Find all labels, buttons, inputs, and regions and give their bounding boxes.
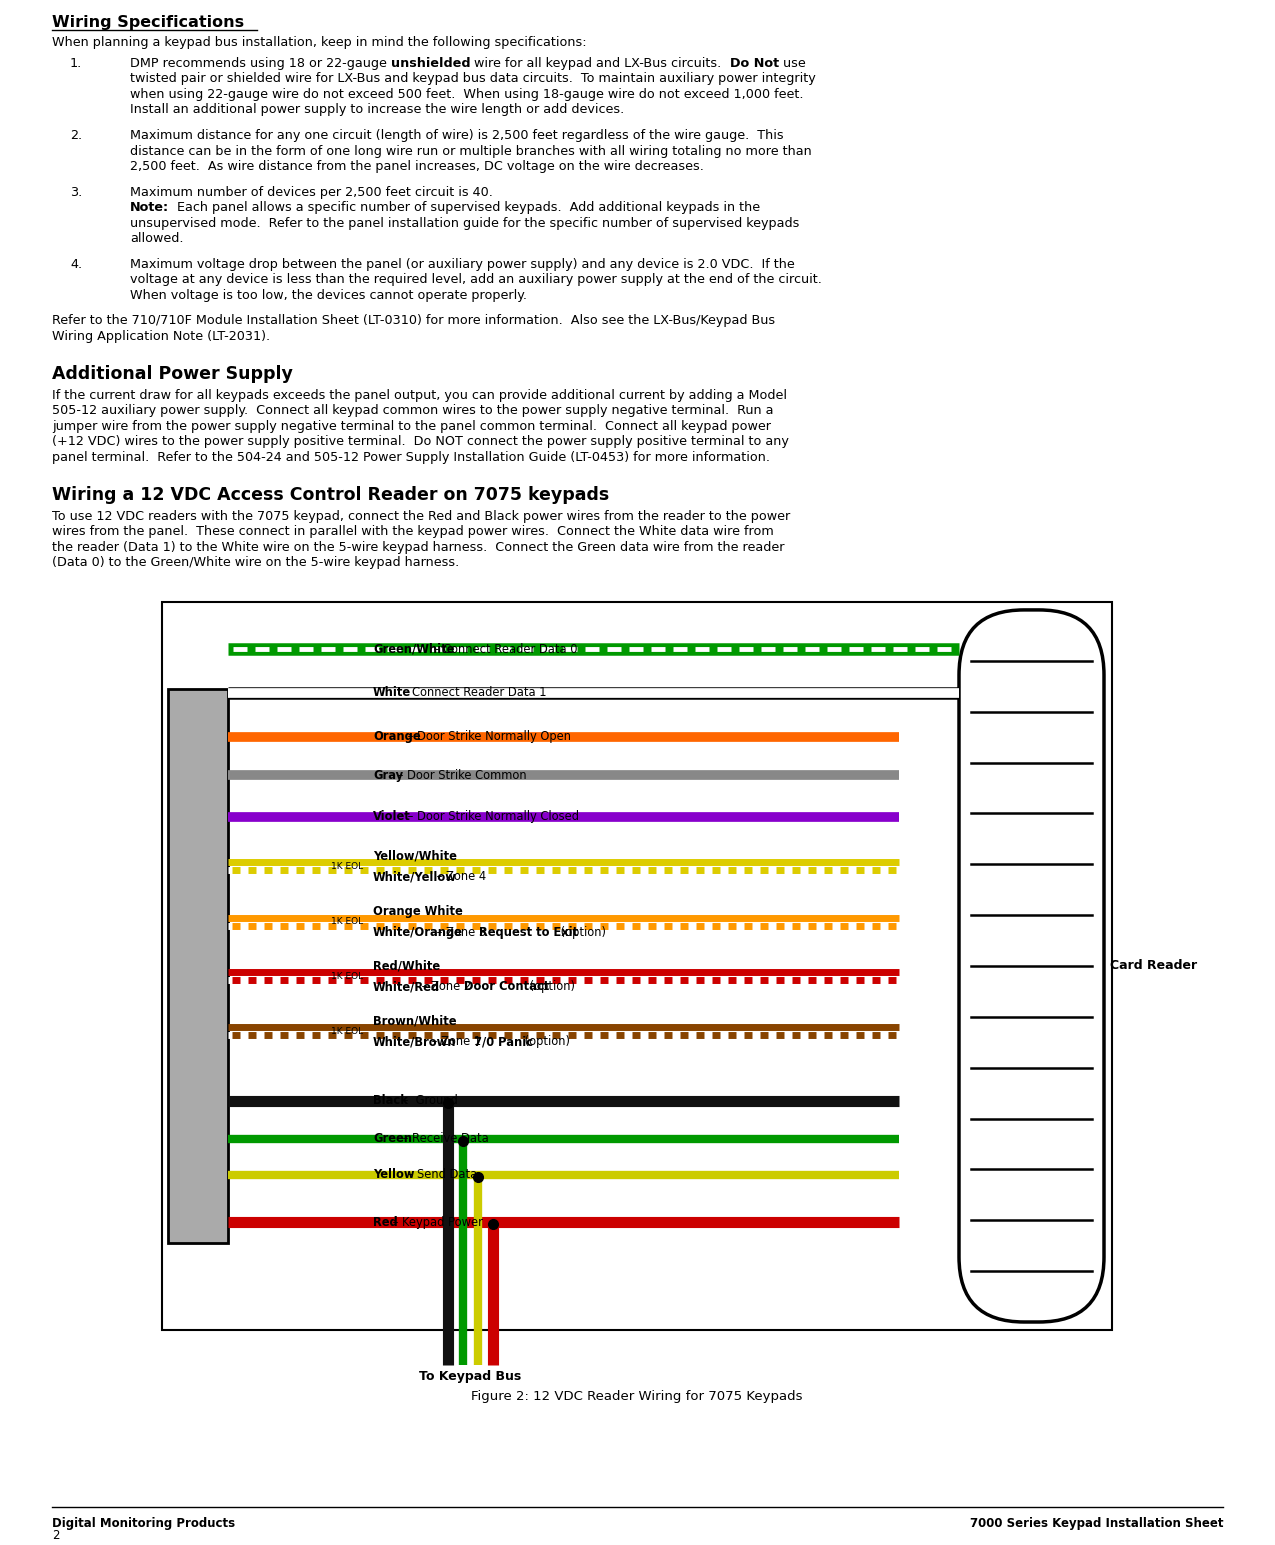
- Text: Yellow/White: Yellow/White: [374, 850, 456, 862]
- Bar: [162, 603, 1112, 1330]
- Text: –  Ground: – Ground: [399, 1094, 458, 1108]
- Text: 505-12 auxiliary power supply.  Connect all keypad common wires to the power sup: 505-12 auxiliary power supply. Connect a…: [52, 405, 774, 417]
- Text: (option): (option): [520, 1035, 570, 1049]
- Text: 2: 2: [52, 1530, 60, 1542]
- Text: (+12 VDC) wires to the power supply positive terminal.  Do NOT connect the power: (+12 VDC) wires to the power supply posi…: [52, 436, 789, 448]
- Text: Yellow: Yellow: [374, 1168, 414, 1182]
- Text: White/Red: White/Red: [374, 980, 440, 993]
- Text: Card Reader: Card Reader: [1111, 959, 1197, 972]
- Text: – Door Strike Common: – Door Strike Common: [394, 769, 527, 782]
- Text: – Connect Reader Data 1: – Connect Reader Data 1: [399, 686, 547, 700]
- Text: Do Not: Do Not: [729, 57, 779, 70]
- Text: 3.: 3.: [70, 185, 83, 199]
- Text: 1K EOL: 1K EOL: [332, 972, 363, 981]
- Text: 1.: 1.: [70, 57, 83, 70]
- Text: allowed.: allowed.: [130, 232, 184, 246]
- Text: voltage at any device is less than the required level, add an auxiliary power su: voltage at any device is less than the r…: [130, 273, 822, 286]
- Text: Black: Black: [374, 1094, 408, 1108]
- Text: Door Contact: Door Contact: [464, 980, 550, 993]
- Text: White/Orange: White/Orange: [374, 925, 463, 938]
- Text: Digital Monitoring Products: Digital Monitoring Products: [52, 1517, 235, 1530]
- Text: White/Brown: White/Brown: [374, 1035, 456, 1049]
- Text: White/Yellow: White/Yellow: [374, 870, 456, 884]
- Text: Gray: Gray: [374, 769, 403, 782]
- Text: Note:: Note:: [130, 201, 170, 215]
- Text: Install an additional power supply to increase the wire length or add devices.: Install an additional power supply to in…: [130, 104, 625, 116]
- Text: Wiring Specifications: Wiring Specifications: [52, 15, 244, 29]
- Bar: [168, 689, 228, 1242]
- Text: Green: Green: [374, 1132, 412, 1145]
- Text: – Zone 3: – Zone 3: [434, 925, 490, 938]
- Text: To Keypad Bus: To Keypad Bus: [419, 1370, 521, 1383]
- Text: Brown/White: Brown/White: [374, 1015, 456, 1027]
- Text: twisted pair or shielded wire for LX-Bus and keypad bus data circuits.  To maint: twisted pair or shielded wire for LX-Bus…: [130, 73, 816, 85]
- Text: unsupervised mode.  Refer to the panel installation guide for the specific numbe: unsupervised mode. Refer to the panel in…: [130, 216, 799, 230]
- Text: (option): (option): [527, 980, 575, 993]
- Text: wire for all keypad and LX-Bus circuits.: wire for all keypad and LX-Bus circuits.: [470, 57, 729, 70]
- Text: 7000 Series Keypad Installation Sheet: 7000 Series Keypad Installation Sheet: [969, 1517, 1223, 1530]
- Text: Red/White: Red/White: [374, 959, 440, 972]
- Text: Maximum distance for any one circuit (length of wire) is 2,500 feet regardless o: Maximum distance for any one circuit (le…: [130, 128, 784, 142]
- Text: Red: Red: [374, 1216, 398, 1228]
- Text: distance can be in the form of one long wire run or multiple branches with all w: distance can be in the form of one long …: [130, 145, 812, 158]
- Text: White: White: [374, 686, 411, 700]
- Text: Each panel allows a specific number of supervised keypads.  Add additional keypa: Each panel allows a specific number of s…: [170, 201, 760, 215]
- Text: Green/White: Green/White: [374, 643, 454, 655]
- Text: 2,500 feet.  As wire distance from the panel increases, DC voltage on the wire d: 2,500 feet. As wire distance from the pa…: [130, 161, 704, 173]
- Text: Figure 2: 12 VDC Reader Wiring for 7075 Keypads: Figure 2: 12 VDC Reader Wiring for 7075 …: [472, 1390, 803, 1403]
- Text: 1K EOL: 1K EOL: [332, 862, 363, 871]
- Text: Request to Exit: Request to Exit: [479, 925, 578, 938]
- Text: – Zone 2: – Zone 2: [418, 980, 474, 993]
- Text: – Send Data: – Send Data: [404, 1168, 477, 1182]
- Text: DMP recommends using 18 or 22-gauge: DMP recommends using 18 or 22-gauge: [130, 57, 391, 70]
- Text: the reader (Data 1) to the White wire on the 5-wire keypad harness.  Connect the: the reader (Data 1) to the White wire on…: [52, 541, 784, 553]
- Text: use: use: [779, 57, 806, 70]
- Text: Orange: Orange: [374, 731, 421, 743]
- Text: jumper wire from the power supply negative terminal to the panel common terminal: jumper wire from the power supply negati…: [52, 420, 771, 433]
- Text: – Connect Reader Data 0: – Connect Reader Data 0: [430, 643, 578, 655]
- Text: 7/0 Panic: 7/0 Panic: [474, 1035, 533, 1049]
- Text: 1K EOL: 1K EOL: [332, 918, 363, 925]
- Text: – Zone 4: – Zone 4: [434, 870, 486, 884]
- Text: Maximum voltage drop between the panel (or auxiliary power supply) and any devic: Maximum voltage drop between the panel (…: [130, 258, 794, 270]
- Text: – Keypad Power: – Keypad Power: [389, 1216, 482, 1228]
- Text: To use 12 VDC readers with the 7075 keypad, connect the Red and Black power wire: To use 12 VDC readers with the 7075 keyp…: [52, 510, 790, 522]
- Text: Refer to the 710/710F Module Installation Sheet (LT-0310) for more information. : Refer to the 710/710F Module Installatio…: [52, 314, 775, 328]
- Text: When voltage is too low, the devices cannot operate properly.: When voltage is too low, the devices can…: [130, 289, 527, 301]
- Text: unshielded: unshielded: [391, 57, 470, 70]
- Text: (Data 0) to the Green/White wire on the 5-wire keypad harness.: (Data 0) to the Green/White wire on the …: [52, 556, 459, 569]
- Text: Additional Power Supply: Additional Power Supply: [52, 365, 293, 383]
- Text: 4.: 4.: [70, 258, 82, 270]
- Text: – Door Strike Normally Closed: – Door Strike Normally Closed: [404, 810, 579, 823]
- Text: – Receive Data: – Receive Data: [399, 1132, 488, 1145]
- FancyBboxPatch shape: [959, 610, 1104, 1323]
- Text: panel terminal.  Refer to the 504-24 and 505-12 Power Supply Installation Guide : panel terminal. Refer to the 504-24 and …: [52, 451, 770, 464]
- Text: If the current draw for all keypads exceeds the panel output, you can provide ad: If the current draw for all keypads exce…: [52, 389, 787, 402]
- Text: wires from the panel.  These connect in parallel with the keypad power wires.  C: wires from the panel. These connect in p…: [52, 525, 774, 538]
- Text: when using 22-gauge wire do not exceed 500 feet.  When using 18-gauge wire do no: when using 22-gauge wire do not exceed 5…: [130, 88, 803, 100]
- Text: – Zone 1: – Zone 1: [428, 1035, 484, 1049]
- Text: Orange White: Orange White: [374, 904, 463, 918]
- Text: Maximum number of devices per 2,500 feet circuit is 40.: Maximum number of devices per 2,500 feet…: [130, 185, 493, 199]
- Text: 2.: 2.: [70, 128, 82, 142]
- Text: Violet: Violet: [374, 810, 411, 823]
- Text: Wiring Application Note (LT-2031).: Wiring Application Note (LT-2031).: [52, 329, 270, 343]
- Text: – Door Strike Normally Open: – Door Strike Normally Open: [404, 731, 571, 743]
- Text: Wiring a 12 VDC Access Control Reader on 7075 keypads: Wiring a 12 VDC Access Control Reader on…: [52, 487, 609, 504]
- Text: (option): (option): [557, 925, 606, 938]
- Text: 1K EOL: 1K EOL: [332, 1027, 363, 1037]
- Text: When planning a keypad bus installation, keep in mind the following specificatio: When planning a keypad bus installation,…: [52, 36, 586, 49]
